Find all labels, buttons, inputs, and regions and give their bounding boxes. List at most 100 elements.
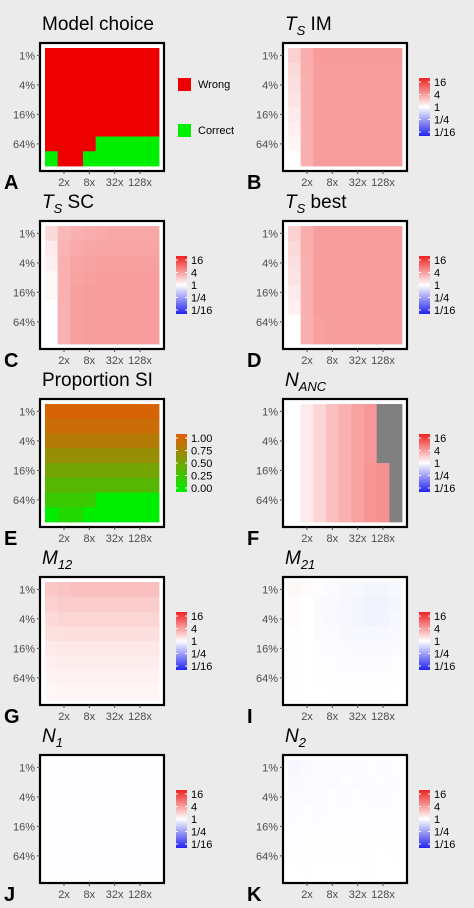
heatmap-cell — [288, 136, 302, 152]
heatmap-cell — [376, 107, 390, 123]
colorbar-label: 1/4 — [434, 649, 449, 661]
heatmap-cell — [288, 477, 302, 493]
heatmap-cell — [57, 804, 71, 820]
heatmap-cell — [351, 596, 365, 612]
heatmap-cell — [95, 299, 109, 315]
heatmap-cell — [146, 774, 160, 790]
heatmap-cell — [133, 285, 147, 301]
heatmap-cell — [288, 463, 302, 479]
heatmap-cell — [338, 626, 352, 642]
heatmap-cell — [45, 685, 59, 701]
heatmap-cell — [95, 641, 109, 657]
heatmap-cell — [108, 314, 122, 330]
heatmap-cell — [313, 492, 327, 508]
heatmap-cell — [45, 848, 59, 864]
colorbar-label: 4 — [434, 446, 440, 458]
heatmap-cell — [57, 448, 71, 464]
heatmap-cell — [338, 285, 352, 301]
heatmap-cell — [389, 226, 403, 242]
heatmap-cell — [146, 463, 160, 479]
heatmap-cell — [108, 685, 122, 701]
heatmap-cell — [70, 477, 84, 493]
heatmap-cell — [338, 582, 352, 598]
heatmap-cell — [146, 655, 160, 671]
heatmap-cell — [95, 404, 109, 420]
heatmap-cell — [133, 299, 147, 315]
heatmap-cell — [351, 285, 365, 301]
heatmap-cell — [364, 404, 378, 420]
colorbar — [419, 256, 430, 314]
heatmap-cell — [288, 433, 302, 449]
y-tick-label: 16% — [256, 643, 278, 655]
heatmap-cell — [300, 760, 314, 776]
plot-border — [38, 41, 166, 173]
heatmap-cell — [95, 77, 109, 93]
heatmap-cell — [45, 285, 59, 301]
heatmap-cell — [83, 611, 97, 627]
y-tick-label: 4% — [19, 258, 35, 270]
heatmap-cell — [300, 62, 314, 78]
heatmap-cell — [376, 62, 390, 78]
heatmap-cell — [300, 285, 314, 301]
colorbar-label: 1/16 — [191, 839, 212, 851]
heatmap-cell — [288, 62, 302, 78]
heatmap-cell — [95, 285, 109, 301]
heatmap-cell — [376, 463, 390, 479]
heatmap-cell — [389, 299, 403, 315]
heatmap-cell — [83, 418, 97, 434]
heatmap-cell — [108, 404, 122, 420]
heatmap-cell — [133, 863, 147, 879]
heatmap-cell — [326, 641, 340, 657]
heatmap-cell — [300, 789, 314, 805]
heatmap-cell — [121, 804, 135, 820]
heatmap-cell — [108, 285, 122, 301]
colorbar-label: 1 — [191, 636, 197, 648]
y-tick-label: 1% — [262, 50, 278, 62]
heatmap-cell — [351, 582, 365, 598]
x-tick-label: 2x — [58, 711, 70, 723]
heatmap-cell — [146, 107, 160, 123]
heatmap-cell — [45, 299, 59, 315]
heatmap-cell — [83, 863, 97, 879]
heatmap-cell — [70, 670, 84, 686]
heatmap-cell — [351, 685, 365, 701]
heatmap-cell — [338, 329, 352, 345]
heatmap-cell — [70, 270, 84, 286]
heatmap-cell — [326, 151, 340, 167]
heatmap-cell — [70, 48, 84, 64]
x-tick-label: 8x — [327, 711, 339, 723]
colorbar-label: 1 — [191, 280, 197, 292]
heatmap-cell — [313, 477, 327, 493]
heatmap-cell — [45, 433, 59, 449]
heatmap-cell — [133, 848, 147, 864]
heatmap-cell — [121, 299, 135, 315]
heatmap-cell — [389, 48, 403, 64]
heatmap-cell — [364, 240, 378, 256]
heatmap-cell — [364, 151, 378, 167]
title-main: T — [285, 192, 298, 213]
heatmap-cell — [108, 789, 122, 805]
heatmap-cell — [389, 582, 403, 598]
heatmap-cell — [83, 433, 97, 449]
heatmap-cell — [389, 151, 403, 167]
heatmap-cell — [364, 255, 378, 271]
heatmap-cell — [146, 404, 160, 420]
heatmap-cell — [121, 655, 135, 671]
heatmap-cell — [300, 418, 314, 434]
heatmap-cell — [45, 804, 59, 820]
heatmap-cell — [45, 314, 59, 330]
panel-a: Model choice 1% 4% 16% 64% 2x 8x 32x 128x A Wrong C… — [4, 14, 234, 194]
heatmap-cell — [83, 151, 97, 167]
heatmap-cell — [313, 433, 327, 449]
heatmap-cell — [389, 92, 403, 108]
heatmap-cell — [95, 492, 109, 508]
heatmap-cell — [300, 641, 314, 657]
heatmap-cell — [83, 833, 97, 849]
heatmap-cell — [351, 107, 365, 123]
title-main: M — [285, 548, 301, 569]
heatmap-cell — [121, 507, 135, 523]
heatmap-cell — [70, 804, 84, 820]
heatmap-cell — [133, 463, 147, 479]
heatmap-cell — [364, 507, 378, 523]
